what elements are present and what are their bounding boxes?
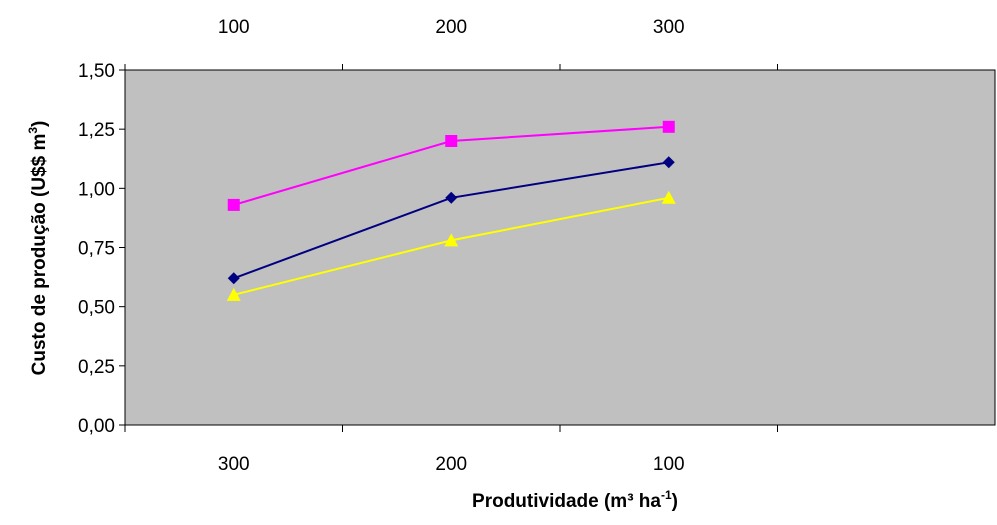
x-tick-label-bottom: 300 bbox=[218, 454, 250, 475]
series-layer bbox=[226, 120, 676, 301]
y-tick-label: 0,50 bbox=[78, 298, 115, 319]
y-tick-label: 1,25 bbox=[78, 120, 115, 141]
series-1 bbox=[227, 120, 675, 211]
data-point-triangle bbox=[226, 287, 241, 301]
data-point-square bbox=[445, 135, 458, 147]
x-tick-label-top: 300 bbox=[653, 17, 685, 38]
data-point-diamond bbox=[662, 156, 675, 169]
data-point-triangle bbox=[661, 190, 676, 204]
x-tick-label-top: 200 bbox=[435, 17, 467, 38]
y-tick-label: 0,25 bbox=[78, 357, 115, 378]
data-point-square bbox=[662, 120, 675, 133]
y-tick-label: 1,50 bbox=[78, 61, 115, 82]
y-tick-label: 0,00 bbox=[78, 416, 115, 437]
y-axis-title: Custo de produção (U$$ m3) bbox=[26, 121, 50, 376]
data-point-diamond bbox=[227, 272, 240, 285]
data-point-square bbox=[227, 198, 240, 211]
x-tick-label-top: 100 bbox=[218, 17, 250, 38]
plot-area bbox=[124, 69, 996, 426]
data-point-diamond bbox=[445, 191, 458, 204]
series-3 bbox=[226, 190, 676, 301]
x-tick-label-bottom: 200 bbox=[435, 454, 467, 475]
y-tick-label: 0,75 bbox=[78, 239, 115, 260]
y-tick-label: 1,00 bbox=[78, 179, 115, 200]
x-tick-label-bottom: 100 bbox=[653, 454, 685, 475]
series-2 bbox=[227, 156, 675, 285]
data-point-triangle bbox=[444, 233, 459, 247]
x-axis-title: Produtividade (m³ ha-1) bbox=[472, 488, 678, 512]
axes: 0,00 0,25 0,50 0,75 1,00 1,25 1,50 300 200 100 100… bbox=[78, 17, 778, 475]
